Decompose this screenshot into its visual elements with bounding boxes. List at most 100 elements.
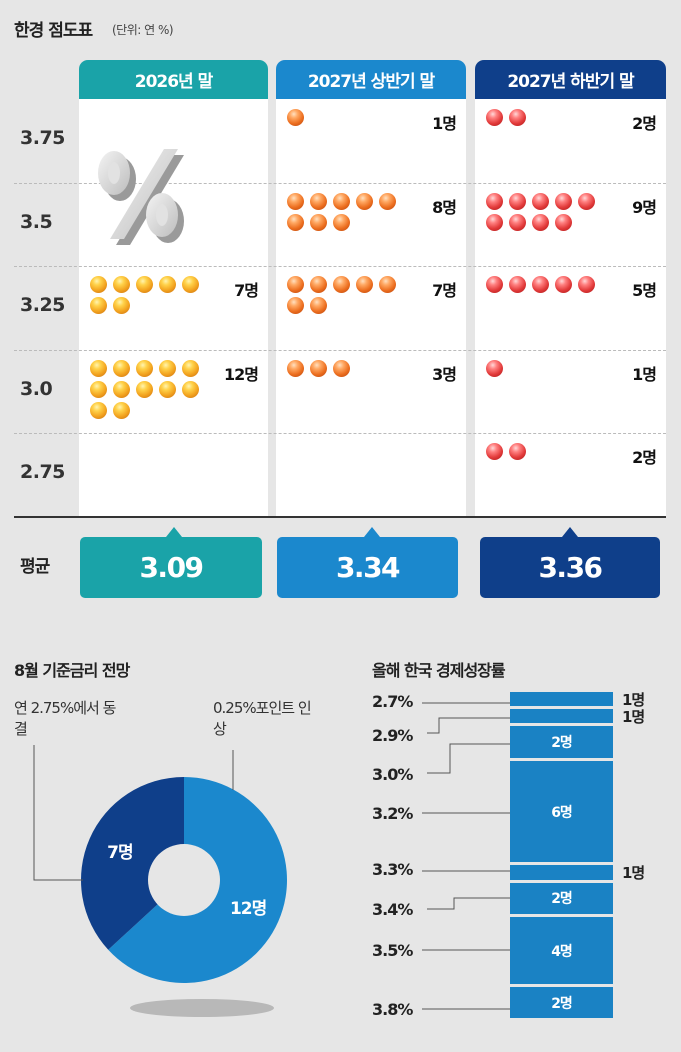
dot-mark: [159, 360, 176, 377]
dot-mark: [90, 297, 107, 314]
count-label: 1명: [432, 114, 457, 133]
grid-line: [14, 350, 666, 351]
growth-bar-segment: [510, 708, 613, 724]
dot-mark: [90, 381, 107, 398]
dot-mark: [486, 214, 503, 231]
growth-category-label: 3.5%: [372, 941, 413, 960]
pie-label-hold: 연 2.75%에서 동결: [14, 699, 116, 738]
dot-mark: [578, 193, 595, 210]
average-pointer: [166, 527, 182, 537]
dot-mark: [555, 214, 572, 231]
dot-mark: [310, 214, 327, 231]
dot-mark: [310, 297, 327, 314]
pie-value-label: 12명: [230, 899, 266, 919]
dot-mark: [486, 360, 503, 377]
dot-mark: [509, 193, 526, 210]
dot-mark: [509, 443, 526, 460]
dot-mark: [90, 402, 107, 419]
y-tick-label: 3.75: [20, 127, 65, 149]
dot-mark: [310, 360, 327, 377]
dot-mark: [113, 297, 130, 314]
dot-mark: [287, 360, 304, 377]
growth-category-label: 3.8%: [372, 1000, 413, 1019]
average-2026: 3.09: [80, 537, 262, 598]
dot-mark: [136, 276, 153, 293]
count-label: 9명: [632, 198, 657, 217]
column-header-2026: 2026년 말: [79, 60, 268, 99]
dot-mark: [379, 193, 396, 210]
count-label: 8명: [432, 198, 457, 217]
dot-mark: [287, 214, 304, 231]
growth-bar-segment: 6명: [510, 760, 613, 863]
column-bg-2027h1: [276, 99, 466, 517]
growth-count-label: 1명: [622, 690, 645, 709]
dot-mark: [532, 276, 549, 293]
growth-category-label: 3.3%: [372, 860, 413, 879]
dot-mark: [182, 360, 199, 377]
dot-mark: [159, 381, 176, 398]
growth-category-label: 3.2%: [372, 804, 413, 823]
grid-line: [14, 433, 666, 434]
dot-mark: [555, 276, 572, 293]
average-pointer: [562, 527, 578, 537]
page-title: 한경 점도표: [14, 21, 93, 41]
count-label: 7명: [234, 281, 259, 300]
dot-mark: [182, 276, 199, 293]
grid-line: [14, 183, 666, 184]
dot-mark: [113, 402, 130, 419]
dot-mark: [287, 276, 304, 293]
column-header-2027h1: 2027년 상반기 말: [276, 60, 466, 99]
dot-mark: [532, 193, 549, 210]
dot-mark: [486, 276, 503, 293]
pie-label-hike: 0.25%포인트 인상: [213, 699, 312, 738]
average-2027h2: 3.36: [480, 537, 660, 598]
dot-mark: [159, 276, 176, 293]
dot-mark: [486, 443, 503, 460]
dot-mark: [113, 276, 130, 293]
dot-mark: [509, 276, 526, 293]
dot-mark: [333, 193, 350, 210]
growth-bar-segment: 4명: [510, 917, 613, 984]
count-label: 2명: [632, 114, 657, 133]
dot-mark: [90, 360, 107, 377]
y-tick-label: 2.75: [20, 461, 65, 483]
dot-mark: [379, 276, 396, 293]
growth-count-label: 1명: [622, 708, 645, 727]
count-label: 12명: [224, 365, 259, 384]
y-tick-label: 3.0: [20, 378, 53, 400]
y-tick-label: 3.25: [20, 294, 65, 316]
dot-mark: [287, 109, 304, 126]
average-label: 평균: [20, 557, 50, 577]
dot-mark: [486, 109, 503, 126]
count-label: 7명: [432, 281, 457, 300]
dot-mark: [136, 381, 153, 398]
growth-category-label: 3.4%: [372, 900, 413, 919]
dot-mark: [90, 276, 107, 293]
dot-mark: [509, 109, 526, 126]
column-bg-2027h2: [475, 99, 666, 517]
dot-mark: [532, 214, 549, 231]
average-pointer: [364, 527, 380, 537]
pie-hole: [148, 844, 220, 916]
dot-mark: [113, 360, 130, 377]
dot-mark: [333, 276, 350, 293]
dot-mark: [287, 297, 304, 314]
growth-bar-segment: 2명: [510, 726, 613, 758]
count-label: 1명: [632, 365, 657, 384]
dot-mark: [113, 381, 130, 398]
growth-title: 올해 한국 경제성장률: [372, 661, 506, 680]
dot-mark: [333, 360, 350, 377]
growth-bar-segment: [510, 691, 613, 706]
pie-value-label: 7명: [107, 843, 132, 863]
growth-category-label: 2.7%: [372, 692, 413, 711]
dot-mark: [555, 193, 572, 210]
pie-slice: [80, 776, 184, 950]
growth-bar-segment: 2명: [510, 986, 613, 1019]
count-label: 2명: [632, 448, 657, 467]
pie-title: 8월 기준금리 전망: [14, 661, 130, 680]
pie-shadow: [130, 999, 274, 1017]
count-label: 3명: [432, 365, 457, 384]
baseline: [14, 516, 666, 518]
